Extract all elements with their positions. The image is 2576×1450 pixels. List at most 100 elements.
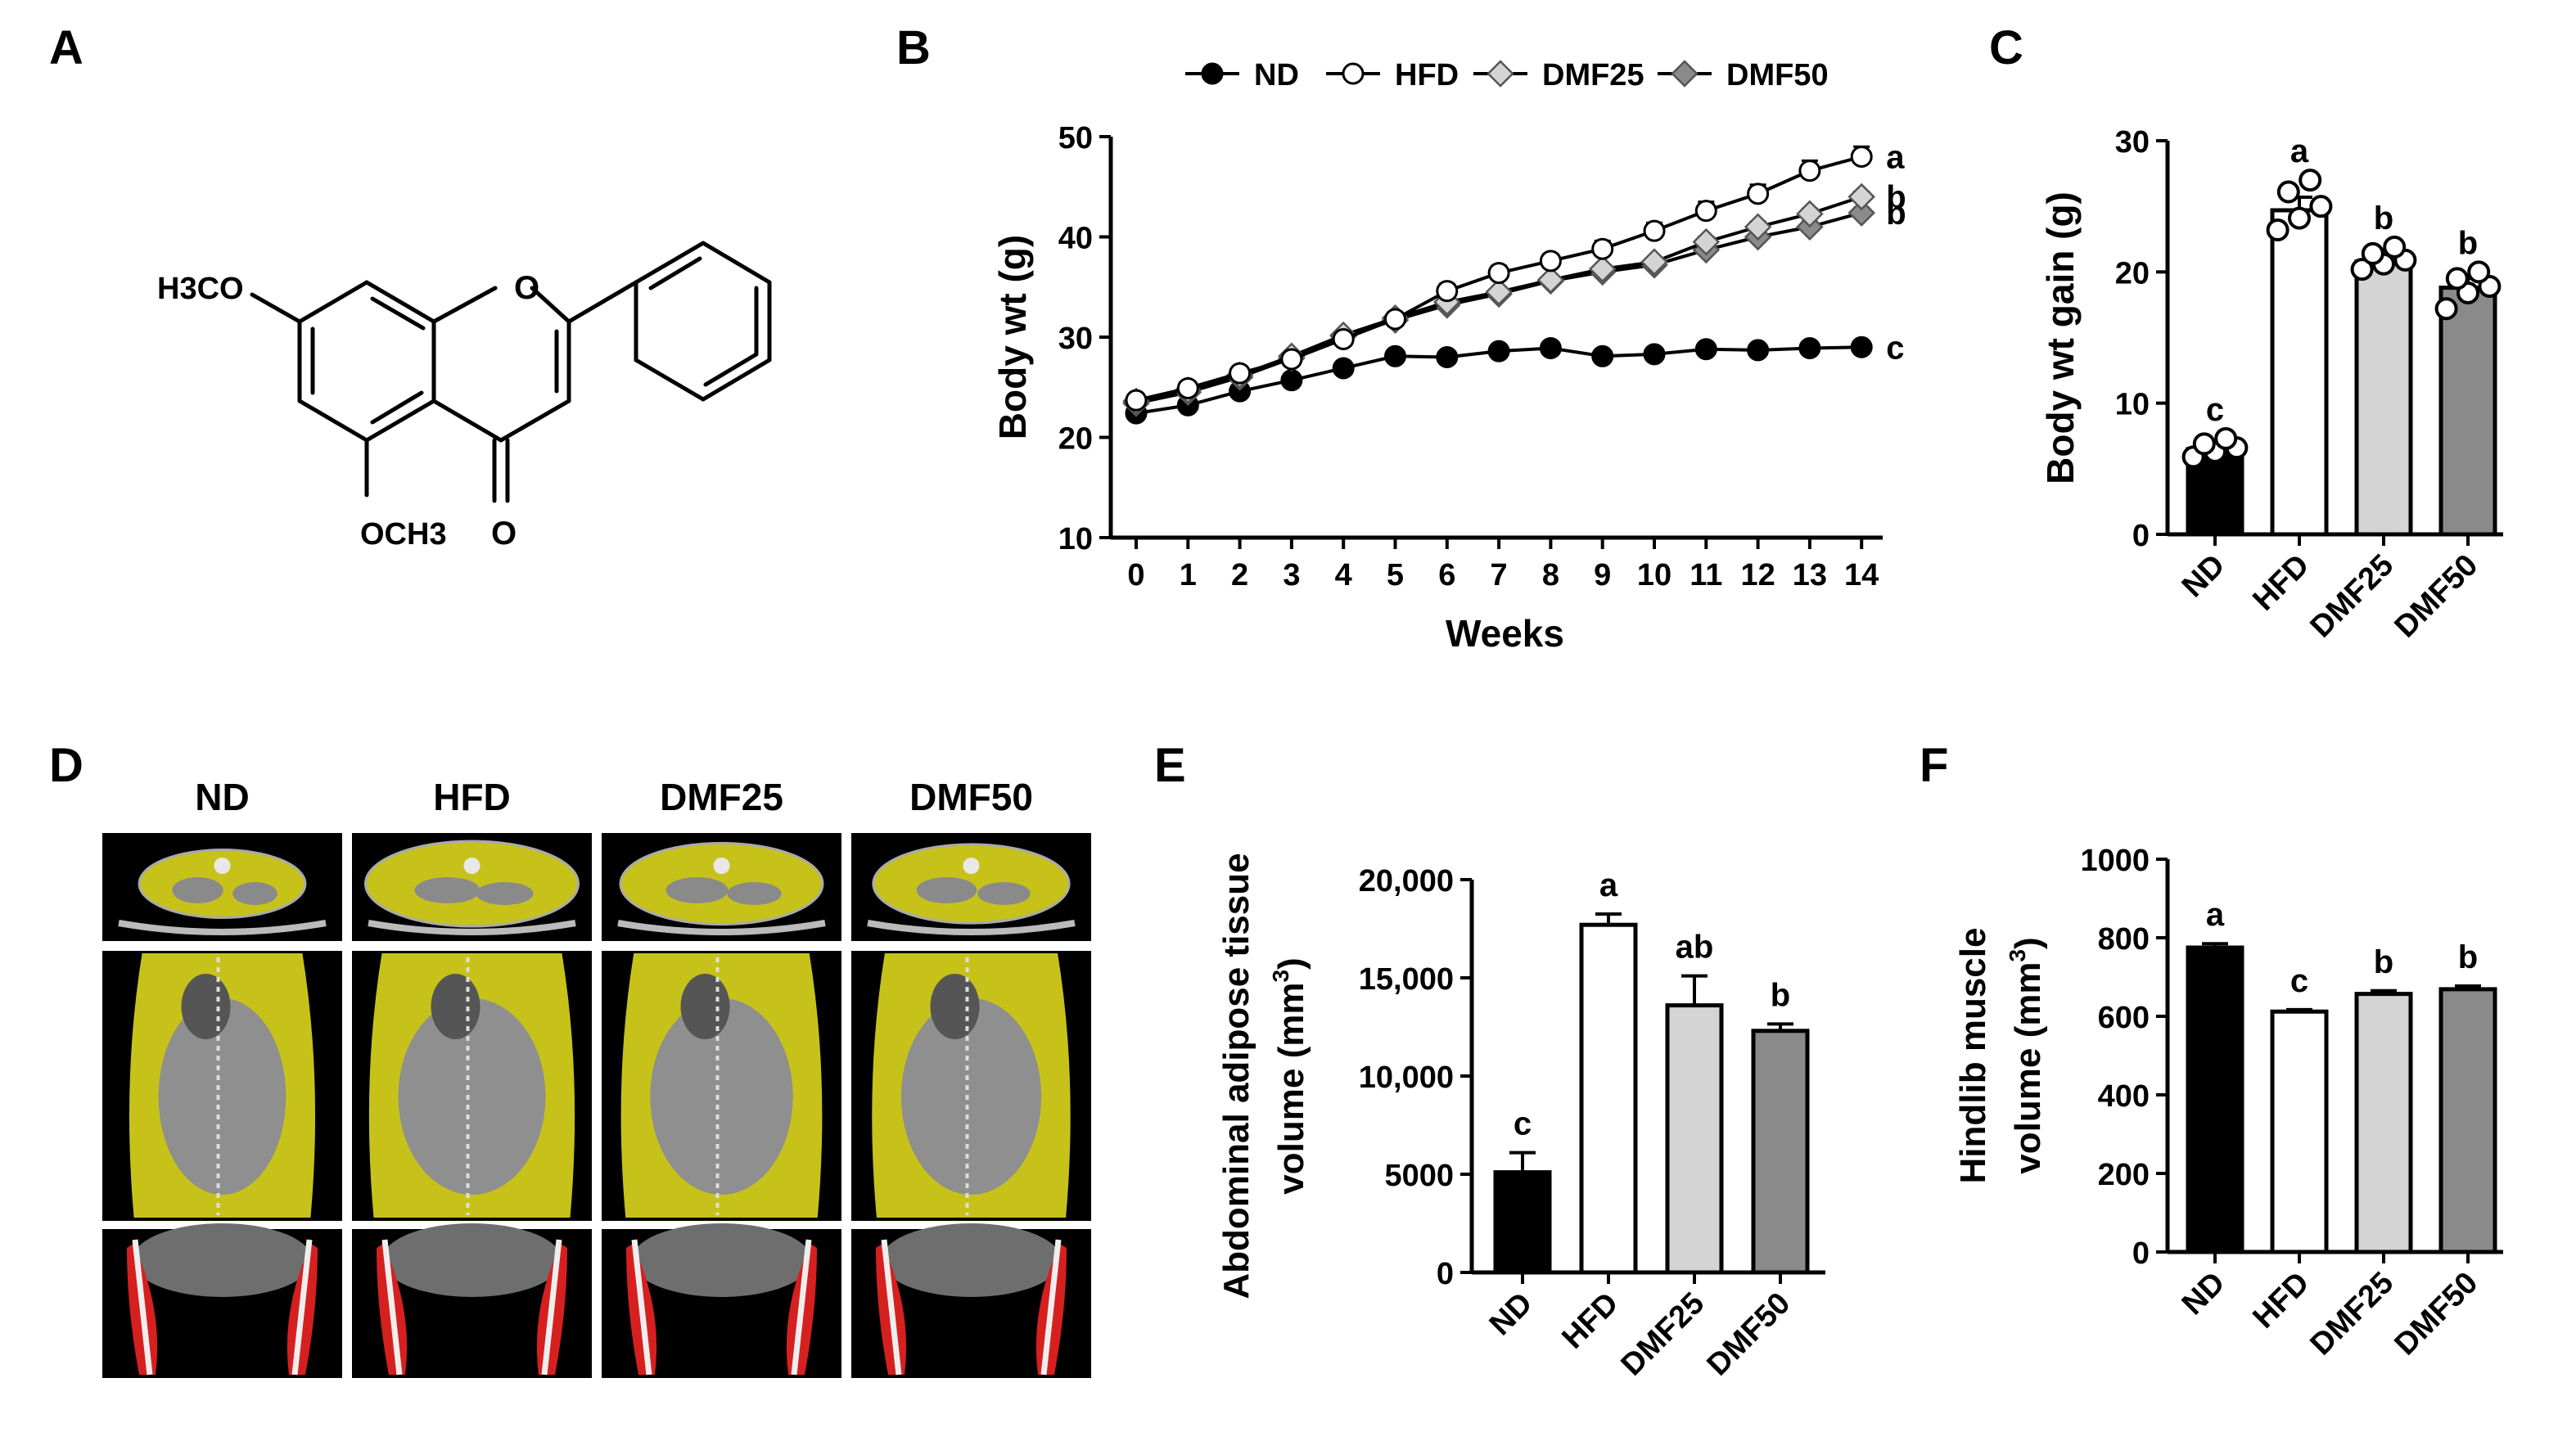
individual-point: [2192, 432, 2216, 456]
data-point: [1536, 266, 1565, 294]
significance-letter: b: [2458, 225, 2478, 261]
ct-coronal-lung: [181, 974, 231, 1039]
x-tick-label: 6: [1438, 558, 1455, 592]
data-point: [1643, 219, 1666, 242]
bar-hfd: [1579, 922, 1638, 1275]
significance-letter: b: [2458, 939, 2478, 975]
data-point: [1280, 369, 1303, 392]
ct-left-femur: [132, 1239, 153, 1376]
bar-hfd: [2270, 208, 2329, 537]
ct-column-label-dmf50: DMF50: [909, 776, 1033, 818]
x-axis-label: Weeks: [1446, 612, 1564, 655]
bar-dmf25: [2354, 259, 2413, 537]
bar-nd: [2186, 945, 2244, 1254]
y-tick-label: 50: [1058, 121, 1093, 155]
ct-axial-bed: [867, 920, 1076, 935]
bar-chart-muscle-volume: 0 200 400 600 800 1000 a ND c HFD b DMF25 b DMF50 Hind…: [1953, 844, 2503, 1362]
data-point: [1332, 357, 1355, 380]
x-tick-label: 3: [1283, 558, 1300, 592]
x-tick-label: DMF50: [1701, 1286, 1798, 1383]
data-point: [1436, 346, 1459, 368]
data-point: [1342, 62, 1365, 85]
y-tick-label: 30: [1058, 322, 1093, 356]
data-point: [1539, 250, 1562, 272]
x-tick-label: HFD: [1555, 1286, 1625, 1356]
bar-dmf25: [2354, 992, 2413, 1254]
x-tick-label: DMF25: [1615, 1286, 1712, 1383]
x-tick-label: 9: [1594, 558, 1611, 592]
y-tick-label: 30: [2115, 125, 2150, 160]
data-point: [1798, 336, 1821, 359]
ct-right-femur: [541, 1239, 562, 1376]
legend-label: ND: [1254, 58, 1299, 92]
y-axis-label-sup: 3: [1268, 970, 1293, 983]
data-point: [1125, 389, 1148, 412]
data-point: [1487, 262, 1510, 285]
ct-coronal-organs: [398, 998, 546, 1195]
significance-letter: c: [1886, 330, 1904, 366]
legend: ND HFD DMF25 DMF50: [1185, 58, 1829, 92]
ct-axial-organ: [414, 877, 480, 903]
y-tick-label: 10,000: [1359, 1060, 1454, 1095]
ct-right-femur: [1040, 1239, 1062, 1376]
data-point: [1747, 182, 1770, 205]
significance-letter: c: [1514, 1106, 1532, 1142]
bar-dmf25: [1665, 1003, 1724, 1275]
individual-point: [2361, 241, 2384, 265]
individual-point: [2266, 218, 2290, 242]
y-tick-label: 0: [2132, 1236, 2150, 1271]
significance-letter: a: [1886, 140, 1905, 176]
ct-axial-spine: [713, 858, 730, 874]
ct-coronal-organs: [900, 998, 1042, 1195]
legend-label: HFD: [1395, 58, 1459, 92]
ct-coronal-organs: [158, 998, 286, 1195]
data-point: [1229, 362, 1252, 385]
y-axis-label-close: ): [2008, 937, 2048, 949]
data-point: [1747, 339, 1770, 362]
individual-point: [2350, 258, 2374, 281]
ct-right-femur: [791, 1239, 812, 1376]
ct-left-femur: [881, 1239, 902, 1376]
ct-coronal-lung: [680, 974, 730, 1039]
ct-column-label-nd: ND: [195, 776, 249, 818]
x-tick-label: 10: [1637, 558, 1671, 592]
data-point: [1744, 213, 1772, 241]
data-point: [1384, 344, 1406, 367]
ct-pelvis: [881, 1223, 1062, 1297]
ct-axial-spine: [963, 858, 980, 874]
y-axis-label-text: volume (mm: [2008, 962, 2048, 1174]
y-axis-label-sup: 3: [2005, 949, 2030, 962]
ct-axial-organ: [665, 877, 729, 903]
y-tick-label: 20: [1058, 422, 1093, 457]
panel-label-a: A: [49, 21, 83, 74]
y-tick-label: 0: [2132, 519, 2150, 553]
data-point: [1798, 160, 1821, 182]
ct-pelvis: [631, 1223, 812, 1297]
data-point: [1280, 348, 1303, 371]
panel-label-e: E: [1154, 739, 1186, 792]
y-axis-label-line1: Abdominal adipose tissue: [1216, 853, 1256, 1299]
y-tick-label: 20: [2115, 256, 2150, 290]
y-tick-label: 800: [2098, 922, 2150, 957]
panel-label-f: F: [1920, 739, 1948, 792]
data-point: [1847, 182, 1875, 211]
ct-image-grid: ND HFD DMF25 DMF50: [102, 776, 1091, 1378]
carbonyl-oxygen-label: O: [491, 516, 517, 552]
x-tick-label: 5: [1387, 558, 1404, 592]
data-point: [1487, 60, 1514, 88]
individual-point: [2309, 195, 2333, 218]
significance-letter: b: [2374, 944, 2393, 980]
x-tick-label: 1: [1180, 558, 1197, 592]
data-point: [1640, 248, 1668, 276]
x-tick-label: 7: [1491, 558, 1508, 592]
data-point: [1591, 237, 1614, 260]
data-point: [1588, 254, 1617, 283]
ct-column-label-dmf25: DMF25: [660, 776, 783, 818]
ct-left-femur: [631, 1239, 652, 1376]
y-tick-label: 40: [1058, 222, 1093, 256]
data-point: [1850, 146, 1873, 168]
ct-axial-organ: [476, 882, 534, 905]
data-point: [1436, 280, 1459, 303]
x-tick-label: HFD: [2246, 548, 2316, 618]
